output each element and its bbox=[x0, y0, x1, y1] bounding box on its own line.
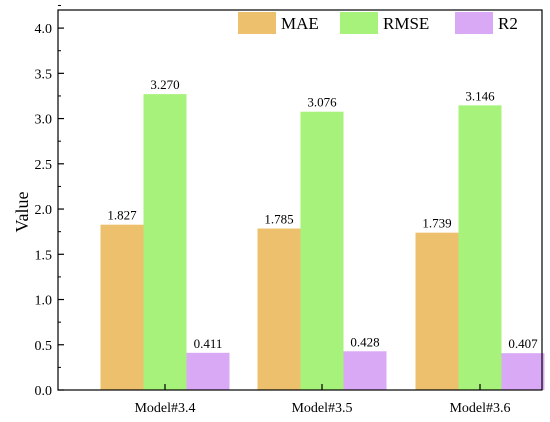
legend: MAE RMSE R2 bbox=[238, 12, 518, 34]
x-tick-label: Model#3.5 bbox=[291, 401, 352, 416]
data-label-mae-2: 1.785 bbox=[264, 212, 293, 227]
y-tick-label: 0.5 bbox=[35, 339, 53, 354]
y-tick-label: 4.0 bbox=[35, 22, 53, 37]
legend-label-mae: MAE bbox=[281, 14, 319, 33]
data-labels-group: 1.827 1.785 1.739 3.270 3.076 3.146 0.411 0.428… bbox=[107, 77, 538, 351]
bar-rmse-2 bbox=[300, 111, 344, 390]
bar-rmse-3 bbox=[458, 105, 502, 390]
bar-r2-1 bbox=[186, 352, 230, 390]
bar-r2-2 bbox=[343, 351, 387, 390]
legend-swatch-mae bbox=[238, 12, 276, 34]
data-label-rmse-2: 3.076 bbox=[307, 95, 337, 110]
data-label-r2-3: 0.407 bbox=[508, 336, 538, 351]
legend-swatch-rmse bbox=[340, 12, 378, 34]
bar-mae-1 bbox=[100, 224, 144, 390]
y-tick-label: 1.0 bbox=[35, 294, 53, 309]
bar-r2-3 bbox=[501, 353, 545, 390]
bar-rmse-1 bbox=[143, 94, 187, 391]
y-axis-label: Value bbox=[12, 191, 32, 232]
data-label-r2-1: 0.411 bbox=[194, 336, 223, 351]
bar-mae-3 bbox=[415, 232, 459, 390]
data-label-r2-2: 0.428 bbox=[350, 334, 379, 349]
ticks-group: 0.0 0.5 1.0 1.5 2.0 2.5 3.0 3.5 4.0 Model#3.4 Mode… bbox=[35, 4, 511, 416]
legend-label-r2: R2 bbox=[498, 14, 518, 33]
y-tick-label: 2.5 bbox=[35, 158, 53, 173]
y-tick-label: 0.0 bbox=[35, 384, 53, 399]
y-tick-label: 3.5 bbox=[35, 67, 53, 82]
bar-mae-2 bbox=[257, 228, 301, 390]
x-tick-label: Model#3.6 bbox=[449, 401, 510, 416]
data-label-mae-3: 1.739 bbox=[422, 216, 451, 231]
legend-label-rmse: RMSE bbox=[383, 14, 429, 33]
y-tick-label: 3.0 bbox=[35, 113, 53, 128]
plot-frame bbox=[57, 9, 543, 391]
x-tick-label: Model#3.4 bbox=[134, 401, 195, 416]
y-tick-label: 2.0 bbox=[35, 203, 53, 218]
y-tick-label: 1.5 bbox=[35, 248, 53, 263]
bars-group bbox=[100, 94, 545, 391]
data-label-rmse-1: 3.270 bbox=[150, 77, 179, 92]
data-label-rmse-3: 3.146 bbox=[465, 88, 495, 103]
data-label-mae-1: 1.827 bbox=[107, 208, 137, 223]
legend-swatch-r2 bbox=[455, 12, 493, 34]
